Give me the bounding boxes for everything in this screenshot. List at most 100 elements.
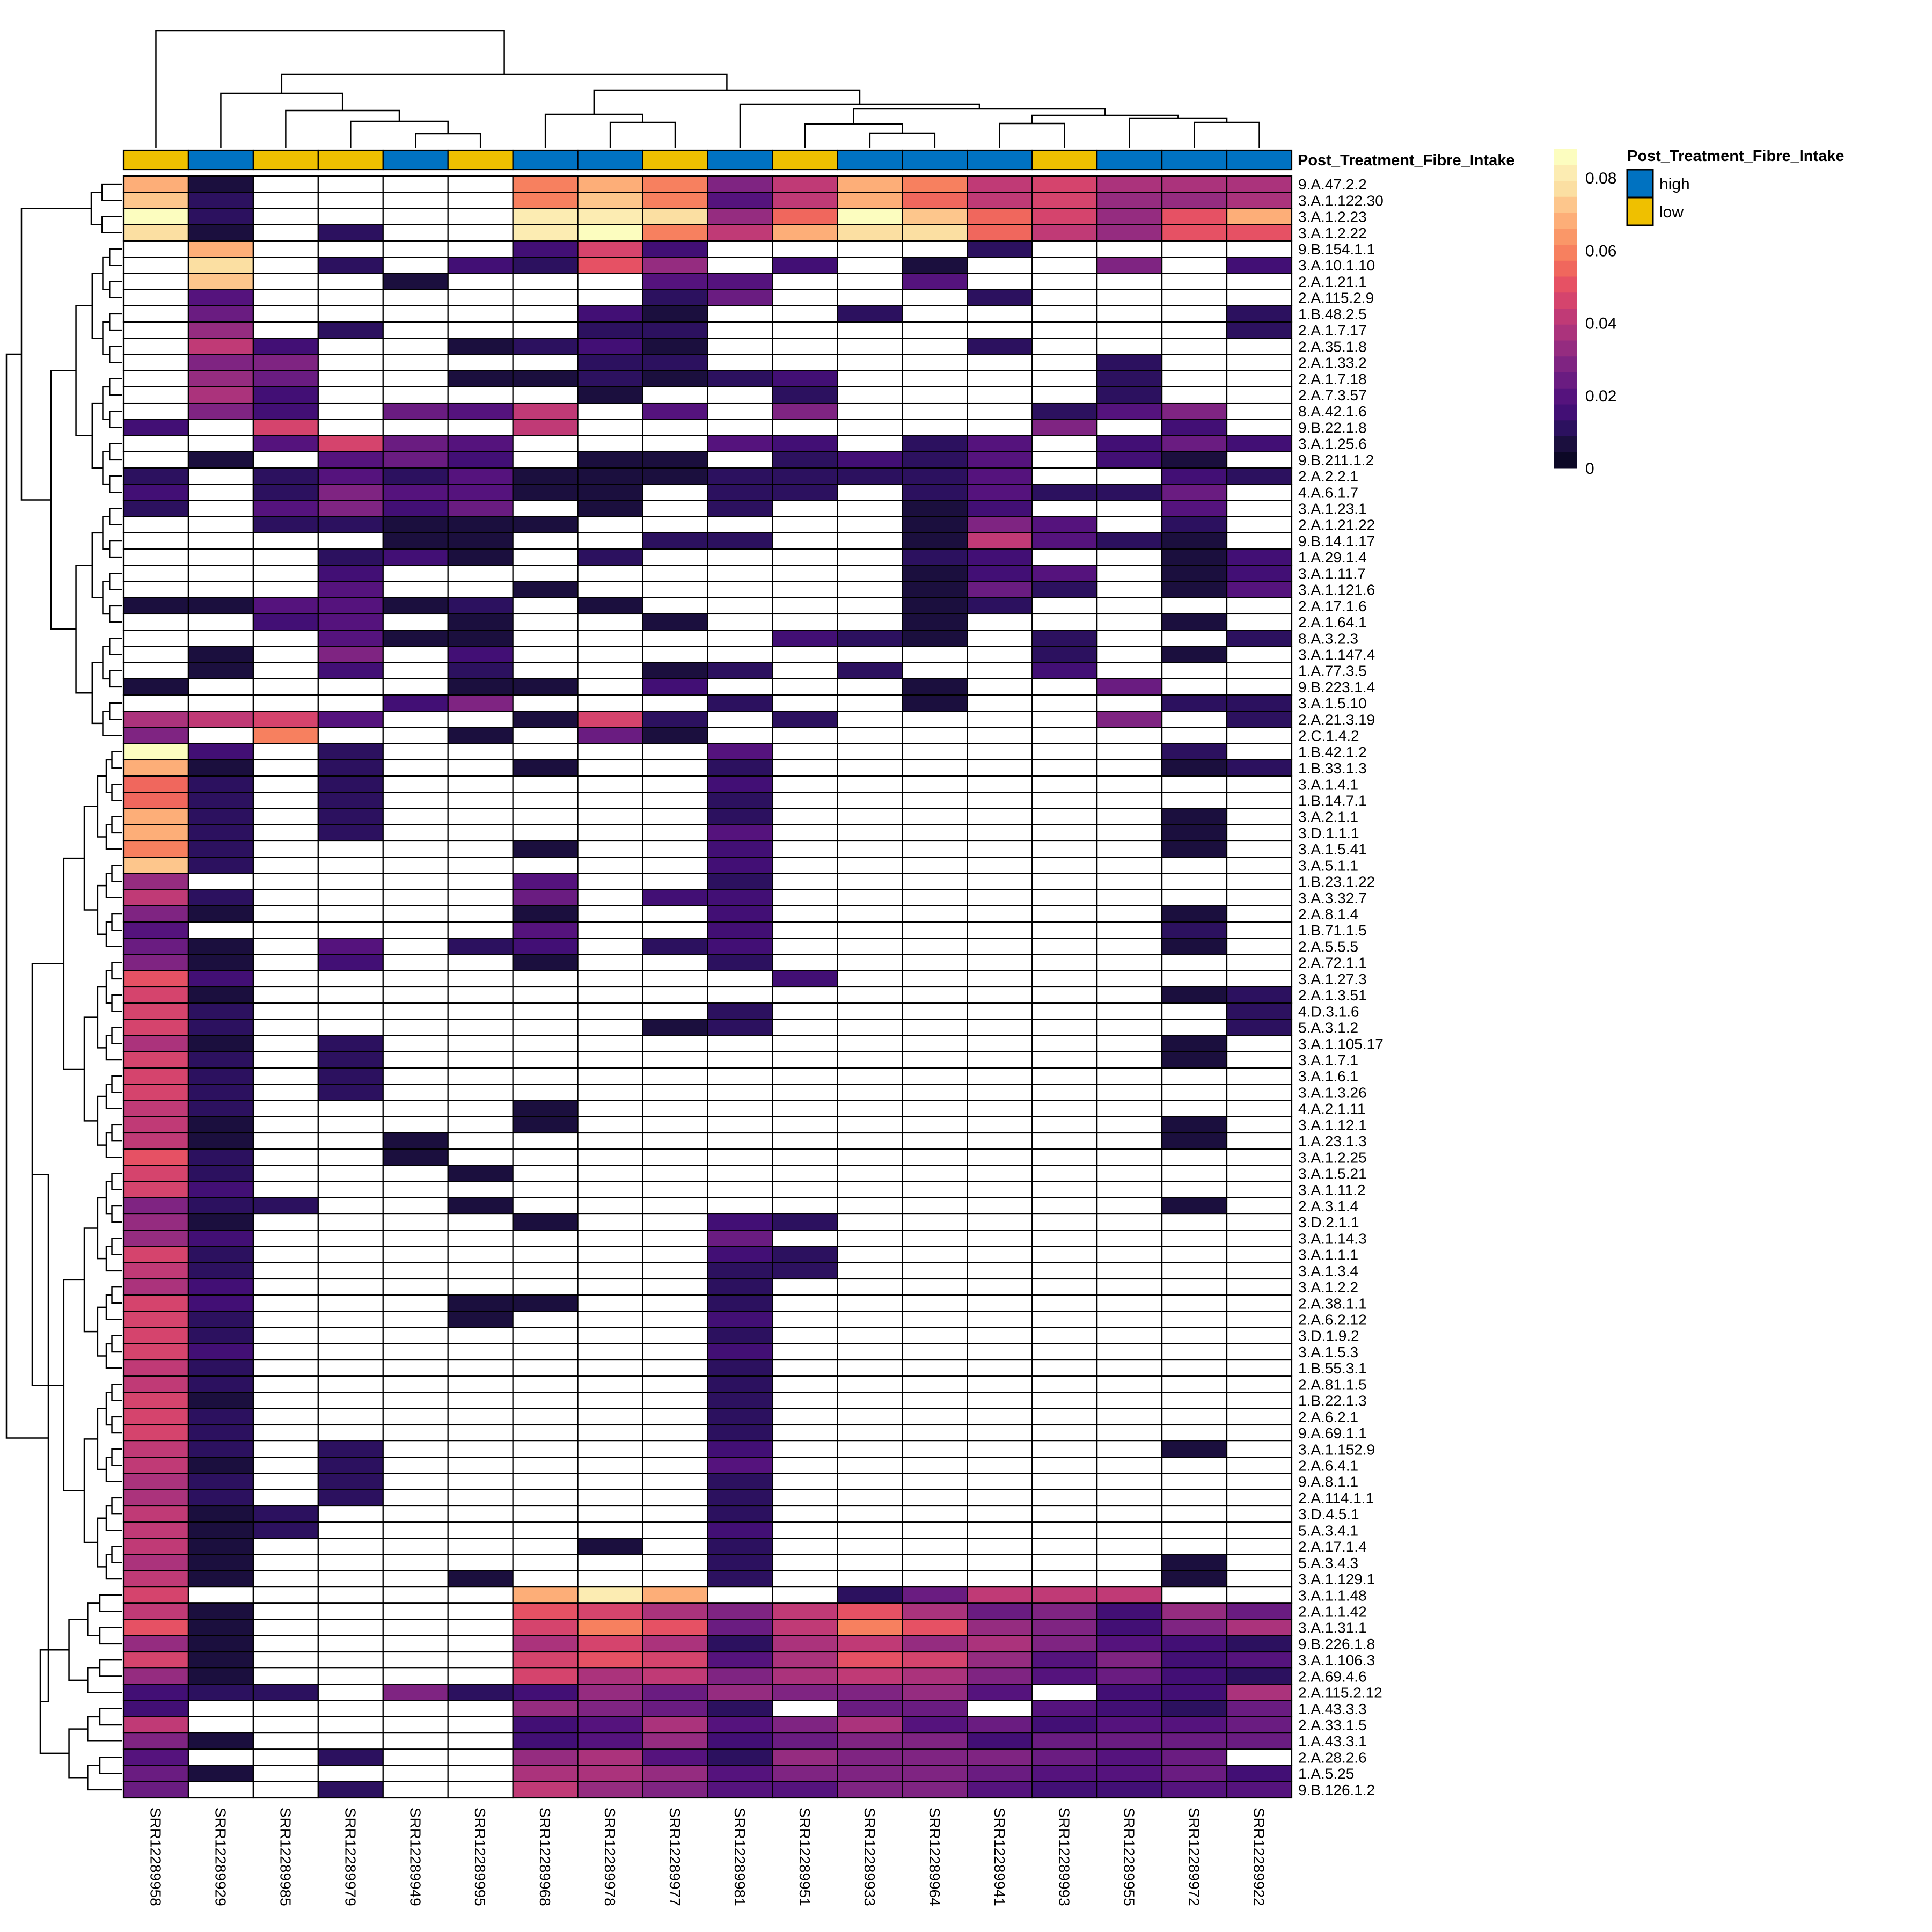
heatmap-cell — [1096, 1084, 1163, 1101]
heatmap-cell — [252, 954, 319, 971]
heatmap-cell — [577, 1051, 643, 1069]
heatmap-cell — [252, 1651, 319, 1669]
heatmap-cell — [447, 1651, 514, 1669]
heatmap-cell — [577, 338, 643, 355]
heatmap-cell — [1161, 175, 1228, 193]
heatmap-cell — [187, 370, 254, 387]
heatmap-cell — [642, 402, 708, 420]
heatmap-cell — [447, 419, 514, 436]
dendrogram-branch — [109, 508, 122, 525]
heatmap-cell — [902, 1294, 968, 1312]
dendrogram-branch — [105, 1505, 122, 1531]
heatmap-cell — [447, 1538, 514, 1555]
heatmap-cell — [512, 224, 579, 241]
heatmap-cell — [967, 484, 1033, 501]
heatmap-cell — [512, 532, 579, 550]
heatmap-cell — [707, 289, 773, 306]
heatmap-cell — [837, 1359, 903, 1377]
heatmap-cell — [187, 1181, 254, 1198]
heatmap-cell — [187, 1067, 254, 1085]
heatmap-cell — [317, 646, 384, 663]
heatmap-cell — [317, 321, 384, 339]
heatmap-cell — [902, 484, 968, 501]
heatmap-cell — [707, 1408, 773, 1426]
heatmap-cell — [1096, 386, 1163, 404]
heatmap-cell — [902, 1732, 968, 1750]
colorbar-step — [1554, 276, 1577, 293]
heatmap-cell — [642, 273, 708, 290]
heatmap-cell — [1096, 905, 1163, 923]
heatmap-cell — [447, 581, 514, 598]
dendrogram-branch — [105, 1084, 122, 1109]
heatmap-cell — [707, 1635, 773, 1653]
heatmap-cell — [252, 824, 319, 842]
heatmap-cell — [512, 646, 579, 663]
dendrogram-branch — [111, 1124, 122, 1142]
heatmap-cell — [317, 1635, 384, 1653]
heatmap-cell — [902, 581, 968, 598]
heatmap-cell — [1161, 548, 1228, 566]
heatmap-cell — [577, 1148, 643, 1166]
heatmap-cell — [837, 1019, 903, 1036]
heatmap-cell — [252, 1602, 319, 1620]
row-label: 4.A.6.1.7 — [1298, 484, 1358, 501]
heatmap-cell — [252, 613, 319, 631]
heatmap-cell — [1161, 1732, 1228, 1750]
heatmap-cell — [837, 500, 903, 517]
row-label: 3.A.1.6.1 — [1298, 1068, 1358, 1085]
heatmap-cell — [1096, 581, 1163, 598]
heatmap-cell — [1031, 1343, 1098, 1361]
heatmap-cell — [967, 224, 1033, 241]
heatmap-cell — [1031, 662, 1098, 679]
heatmap-cell — [577, 808, 643, 825]
row-label: 2.A.1.7.18 — [1298, 371, 1367, 387]
row-label: 3.A.1.12.1 — [1298, 1117, 1367, 1133]
heatmap-cell — [187, 1748, 254, 1766]
heatmap-cell — [317, 1165, 384, 1182]
heatmap-cell — [187, 613, 254, 631]
heatmap-cell — [252, 1667, 319, 1685]
heatmap-cell — [707, 516, 773, 533]
row-label: 8.A.3.2.3 — [1298, 630, 1358, 647]
heatmap-cell — [252, 1084, 319, 1101]
dendrogram-branch — [111, 1075, 122, 1093]
heatmap-cell — [1161, 1132, 1228, 1150]
heatmap-cell — [642, 1554, 708, 1572]
heatmap-cell — [317, 905, 384, 923]
colorbar-tick-label: 0.02 — [1585, 387, 1616, 405]
heatmap-cell — [512, 208, 579, 225]
column-label: SRR12289941 — [991, 1807, 1008, 1906]
heatmap-cell — [1226, 1213, 1293, 1231]
heatmap-cell — [122, 581, 189, 598]
heatmap-cell — [252, 1262, 319, 1280]
heatmap-cell — [577, 484, 643, 501]
heatmap-cell — [902, 743, 968, 761]
heatmap-cell — [967, 1002, 1033, 1020]
heatmap-cell — [577, 1521, 643, 1539]
row-label: 2.A.6.2.12 — [1298, 1312, 1367, 1328]
heatmap-cell — [837, 338, 903, 355]
heatmap-cell — [512, 1148, 579, 1166]
heatmap-cell — [1161, 1165, 1228, 1182]
heatmap-cell — [1161, 1230, 1228, 1247]
row-label: 3.A.1.121.6 — [1298, 582, 1375, 598]
heatmap-cell — [447, 516, 514, 533]
heatmap-cell — [252, 1392, 319, 1409]
heatmap-cell — [707, 1116, 773, 1134]
heatmap-cell — [187, 1700, 254, 1717]
heatmap-cell — [382, 1230, 449, 1247]
heatmap-cell — [187, 1051, 254, 1069]
heatmap-cell — [577, 759, 643, 777]
row-label: 3.A.1.5.3 — [1298, 1344, 1358, 1360]
row-label: 3.A.1.3.4 — [1298, 1263, 1358, 1279]
row-label: 3.D.1.9.2 — [1298, 1328, 1359, 1344]
heatmap-cell — [837, 386, 903, 404]
heatmap-cell — [1226, 1619, 1293, 1636]
dendrogram-branch — [109, 313, 122, 331]
heatmap-cell — [512, 1667, 579, 1685]
heatmap-cell — [902, 1765, 968, 1782]
heatmap-cell — [837, 873, 903, 890]
heatmap-cell — [902, 1408, 968, 1426]
heatmap-cell — [707, 175, 773, 193]
heatmap-cell — [967, 1327, 1033, 1344]
